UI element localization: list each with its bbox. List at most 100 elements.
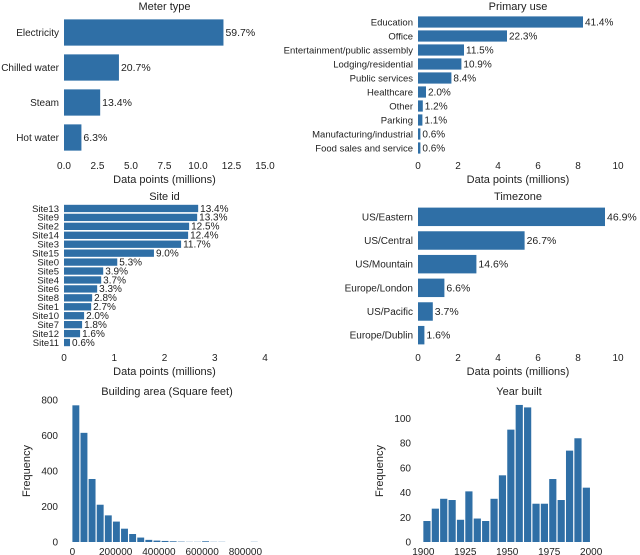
data-label: 2.0%: [428, 87, 451, 98]
data-label: 6.6%: [446, 282, 470, 294]
data-label: 11.7%: [183, 240, 211, 251]
y-tick-label: 0: [405, 538, 411, 549]
category-label: Lodging/residential: [333, 59, 413, 70]
chart-title: Building area (Square feet): [101, 386, 232, 398]
data-label: 13.4%: [102, 97, 132, 109]
bar: [129, 534, 137, 542]
bar: [482, 521, 490, 542]
x-axis-label: Data points (millions): [467, 174, 570, 186]
bar: [440, 498, 448, 542]
bar: [418, 30, 507, 42]
chart-title: Timezone: [494, 191, 542, 203]
x-tick-label: 12.5: [222, 161, 242, 172]
bar: [64, 285, 98, 293]
data-label: 59.7%: [225, 27, 255, 39]
x-tick-label: 15.0: [255, 161, 275, 172]
x-tick-label: 10: [612, 161, 624, 172]
category-label: Site9: [37, 213, 59, 224]
category-label: Entertainment/public assembly: [284, 45, 414, 56]
bar: [104, 515, 112, 542]
x-tick-label: 5.0: [124, 161, 138, 172]
bar: [515, 404, 523, 542]
bar: [80, 432, 88, 542]
bar: [64, 54, 119, 81]
data-label: 13.4%: [200, 204, 228, 215]
bar: [418, 128, 421, 140]
bar: [448, 500, 456, 542]
bar: [161, 540, 169, 542]
x-tick-label: 0: [70, 547, 76, 555]
bar: [64, 249, 154, 257]
bar: [64, 338, 71, 347]
bar: [456, 519, 465, 542]
category-label: Site2: [37, 222, 59, 233]
bar: [64, 240, 182, 248]
bar: [490, 498, 498, 542]
data-label: 0.6%: [422, 143, 445, 154]
data-label: 11.5%: [466, 45, 494, 56]
category-label: Education: [371, 17, 413, 28]
x-axis-label: Data points (millions): [467, 366, 570, 378]
category-label: Site6: [37, 284, 59, 295]
category-label: Site11: [33, 338, 59, 349]
category-label: Hot water: [16, 133, 59, 144]
category-label: Public services: [350, 73, 414, 84]
bar: [72, 405, 80, 542]
bar: [418, 325, 425, 345]
x-tick-label: 600000: [185, 547, 219, 555]
data-label: 14.6%: [478, 259, 508, 271]
x-tick-label: 0: [415, 161, 421, 172]
bar: [549, 479, 557, 542]
data-label: 20.7%: [121, 62, 151, 74]
bar: [137, 537, 145, 542]
chart-title: Meter type: [139, 1, 191, 13]
bar: [565, 450, 574, 542]
y-axis-label: Frequency: [21, 445, 33, 497]
bar: [64, 303, 92, 311]
bar: [532, 503, 540, 542]
bar: [498, 475, 507, 542]
y-tick-label: 20: [400, 513, 412, 524]
bar: [145, 539, 153, 542]
bar: [418, 254, 477, 274]
data-label: 3.7%: [103, 275, 126, 286]
bar: [112, 521, 120, 542]
x-tick-label: 4: [495, 353, 501, 364]
category-label: Healthcare: [367, 87, 413, 98]
category-label: Europe/Dublin: [350, 331, 413, 342]
category-label: Site14: [32, 231, 59, 242]
x-tick-label: 2: [455, 161, 461, 172]
bar: [153, 540, 161, 542]
bar: [96, 504, 104, 542]
data-label: 12.5%: [191, 222, 219, 233]
category-label: Site0: [37, 257, 59, 268]
bar: [64, 312, 85, 320]
bar: [431, 508, 439, 542]
category-label: Chilled water: [1, 63, 59, 74]
data-label: 3.7%: [435, 306, 459, 318]
data-label: 9.0%: [156, 248, 179, 259]
x-tick-label: 6: [535, 353, 541, 364]
category-label: Steam: [30, 98, 59, 109]
bar: [418, 44, 464, 56]
x-tick-label: 8: [575, 353, 581, 364]
data-label: 1.8%: [84, 320, 107, 331]
bar: [540, 503, 549, 542]
x-tick-label: 200000: [99, 547, 133, 555]
bar: [64, 276, 102, 284]
bar: [64, 213, 198, 222]
x-tick-label: 8: [575, 161, 581, 172]
data-label: 12.4%: [190, 231, 218, 242]
x-axis-label: Data points (millions): [113, 366, 216, 378]
category-label: Electricity: [16, 28, 59, 39]
bar: [418, 16, 583, 28]
category-label: Site1: [37, 302, 59, 313]
y-axis-label: Frequency: [374, 445, 386, 497]
category-label: US/Eastern: [362, 212, 413, 223]
bar: [418, 114, 423, 126]
bar: [418, 207, 605, 227]
bar: [64, 329, 81, 338]
bar: [64, 222, 190, 231]
bar: [418, 86, 426, 98]
